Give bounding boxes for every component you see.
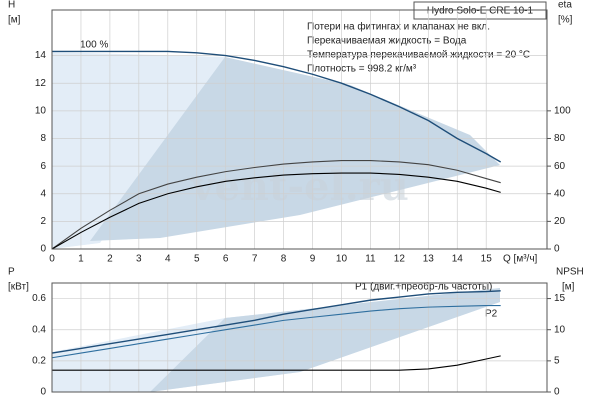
y2-tick-label: 60	[554, 161, 566, 172]
y-tick-label: 4	[40, 188, 46, 199]
x-tick-label: 14	[452, 254, 464, 265]
series-line	[51, 160, 501, 250]
x-tick-label: 0	[49, 254, 55, 265]
x-tick-label: 1	[78, 254, 84, 265]
series-line	[51, 290, 501, 354]
operating-area	[90, 57, 500, 241]
speed-label: 100 %	[80, 40, 108, 51]
y2-tick-label: 40	[554, 188, 566, 199]
x-tick-label: 6	[223, 254, 229, 265]
y2-tick-label: 80	[554, 133, 566, 144]
y-tick-label: 0	[40, 387, 46, 398]
operating-area	[150, 288, 500, 392]
plot-frame	[51, 9, 548, 250]
series-line	[51, 305, 501, 359]
note: Плотность = 998.2 кг/м³	[307, 64, 417, 75]
y2-unit: [%]	[558, 15, 573, 26]
y2-label: NPSH	[556, 267, 584, 278]
y-tick-label: 0.2	[32, 355, 46, 366]
series-label: P2	[485, 309, 498, 320]
x-tick-label: 4	[165, 254, 171, 265]
y2-tick-label: 0	[554, 387, 560, 398]
x-tick-label: 15	[481, 254, 493, 265]
series-label: P1 (двиг.+преобр-ль частоты)	[355, 281, 492, 293]
note: Потери на фитингах и клапанах не вкл.	[307, 21, 490, 33]
y-unit: [м]	[8, 15, 21, 26]
y2-tick-label: 0	[554, 244, 560, 255]
note: Температура перекачиваемой жидкости = 20…	[307, 50, 530, 61]
plot-frame	[51, 282, 548, 393]
y-tick-label: 2	[40, 216, 46, 227]
y2-tick-label: 20	[554, 216, 566, 227]
series-line	[52, 50, 502, 163]
watermark: vent-el.ru	[190, 163, 409, 210]
x-tick-label: 11	[365, 254, 376, 265]
y-tick-label: 0	[40, 244, 46, 255]
y-tick-label: 6	[40, 161, 46, 172]
y2-label: eta	[558, 0, 572, 11]
y2-tick-label: 10	[554, 324, 566, 335]
y2-unit: [м]	[562, 282, 575, 293]
series-line	[51, 172, 501, 250]
y-tick-label: 14	[35, 50, 47, 61]
y2-tick-label: 5	[554, 355, 560, 366]
x-tick-label: 10	[336, 254, 348, 265]
x-tick-label: 5	[194, 254, 200, 265]
note: Перекачиваемая жидкость = Вода	[307, 36, 467, 47]
y-tick-label: 0.4	[32, 324, 46, 335]
y-unit: [кВт]	[8, 282, 29, 293]
x-tick-label: 7	[252, 254, 258, 265]
x-tick-label: 2	[107, 254, 113, 265]
y-label: H	[8, 0, 15, 11]
x-tick-label: 9	[310, 254, 316, 265]
x-tick-label: 8	[281, 254, 287, 265]
y-tick-label: 10	[35, 105, 47, 116]
x-tick-label: 13	[423, 254, 435, 265]
y-label: P	[8, 267, 15, 278]
x-tick-label: 12	[394, 254, 406, 265]
y-tick-label: 8	[40, 133, 46, 144]
x-tick-label: 3	[136, 254, 142, 265]
y2-tick-label: 15	[554, 293, 566, 304]
x-label: Q [м³/ч]	[503, 254, 538, 265]
y-tick-label: 0.6	[32, 293, 46, 304]
series-line	[52, 355, 501, 371]
chart-title: Hydro Solo-E CRE 10-1	[427, 6, 534, 17]
y2-tick-label: 100	[554, 105, 571, 116]
y-tick-label: 12	[35, 78, 47, 89]
